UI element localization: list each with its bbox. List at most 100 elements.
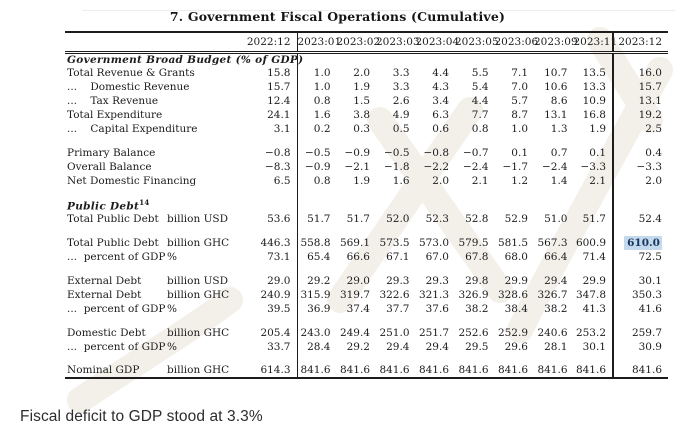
top-divider xyxy=(82,10,675,11)
empty-cell xyxy=(455,198,495,212)
table-row: ... Tax Revenue 12.4 0.8 1.5 2.6 3.4 4.4 5.7 8.6… xyxy=(65,94,668,108)
header-spacer xyxy=(65,32,230,54)
value-cell: 67.8 xyxy=(465,250,489,263)
value-cell: 6.5 xyxy=(230,174,298,188)
value-cell: 29.2 xyxy=(307,274,331,287)
value-cell: −3.3 xyxy=(636,160,663,173)
table-row: ... percent of GDP% 39.5 36.9 37.4 37.7 37.6 3… xyxy=(65,302,668,316)
empty-cell xyxy=(416,226,456,236)
column-header: 2023:12 xyxy=(613,32,668,54)
column-header: 2023:06 xyxy=(494,32,538,54)
value-cell: 51.7 xyxy=(346,212,370,225)
empty-cell xyxy=(337,264,377,274)
value-cell: 0.4 xyxy=(645,146,662,159)
empty-cell xyxy=(534,264,574,274)
value-cell: 567.3 xyxy=(537,236,568,249)
spacer-row xyxy=(65,316,668,326)
empty-cell xyxy=(297,198,337,212)
fiscal-operations-table: 2022:12 2023:01 2023:02 2023:03 2023:04 2023:… xyxy=(65,31,668,379)
empty-cell xyxy=(534,226,574,236)
value-cell: 41.6 xyxy=(638,302,662,315)
value-cell: 19.2 xyxy=(638,108,662,121)
value-cell: 841.6 xyxy=(300,364,331,377)
value-cell: 841.6 xyxy=(339,364,370,377)
column-header: 2023:01 xyxy=(297,32,341,54)
spacer-row xyxy=(65,264,668,274)
empty-cell xyxy=(337,354,377,364)
value-cell: 52.9 xyxy=(504,212,528,225)
value-cell: 0.2 xyxy=(313,122,331,135)
value-cell: 253.2 xyxy=(573,326,614,340)
spacer-row xyxy=(65,136,668,146)
value-cell: 67.0 xyxy=(425,250,449,263)
row-label: Overall Balance xyxy=(67,160,152,173)
value-cell: 1.0 xyxy=(313,80,331,93)
column-header: 2023:09 xyxy=(534,32,578,54)
table-row: Total Expenditure 24.1 1.6 3.8 4.9 6.3 7.7 8.7 1… xyxy=(65,108,668,122)
value-cell: 12.4 xyxy=(230,94,298,108)
empty-cell xyxy=(297,264,337,274)
value-cell: 240.6 xyxy=(537,326,568,339)
value-cell: 569.1 xyxy=(339,236,370,249)
empty-cell xyxy=(297,188,337,198)
empty-cell xyxy=(573,188,614,198)
value-cell: 326.9 xyxy=(458,288,489,301)
empty-cell xyxy=(613,354,668,364)
value-cell: 36.9 xyxy=(307,302,331,315)
value-cell: 319.7 xyxy=(339,288,370,301)
empty-cell xyxy=(495,198,535,212)
empty-cell xyxy=(534,198,574,212)
value-cell: −0.7 xyxy=(463,146,489,159)
value-cell: 3.3 xyxy=(392,66,410,79)
value-cell: 841.6 xyxy=(537,364,568,377)
value-cell: 1.9 xyxy=(573,122,614,136)
empty-cell xyxy=(376,136,416,146)
value-cell: 328.6 xyxy=(497,288,528,301)
row-label: ... percent of GDP xyxy=(67,340,166,353)
empty-cell xyxy=(455,264,495,274)
empty-cell xyxy=(230,316,298,326)
empty-cell xyxy=(573,316,614,326)
empty-cell xyxy=(573,226,614,236)
empty-cell xyxy=(573,136,614,146)
value-cell: 51.7 xyxy=(307,212,331,225)
value-cell: 29.5 xyxy=(465,340,489,353)
value-cell: 1.0 xyxy=(511,122,528,135)
value-cell: 1.3 xyxy=(550,122,568,135)
value-cell: 1.5 xyxy=(353,94,370,107)
empty-cell xyxy=(416,52,456,66)
row-unit: billion GHC xyxy=(167,236,230,249)
spacer-row xyxy=(65,188,668,198)
value-cell: 315.9 xyxy=(300,288,331,301)
row-label: External Debt xyxy=(67,274,142,287)
value-cell: 841.6 xyxy=(418,364,449,377)
value-cell: 6.3 xyxy=(432,108,449,121)
value-cell: 326.7 xyxy=(537,288,568,301)
value-cell: 29.9 xyxy=(504,274,528,287)
value-cell: −0.9 xyxy=(305,160,331,173)
value-cell: 1.0 xyxy=(313,66,331,79)
value-cell: 1.6 xyxy=(313,108,331,121)
value-cell: 24.1 xyxy=(230,108,298,122)
empty-cell xyxy=(230,354,298,364)
empty-cell xyxy=(613,136,668,146)
value-cell: 33.7 xyxy=(230,340,298,354)
value-cell: 41.3 xyxy=(573,302,614,316)
value-cell: 29.6 xyxy=(504,340,528,353)
row-unit xyxy=(167,108,230,122)
table-row: Total Revenue & Grants 15.8 1.0 2.0 3.3 4.4 5.… xyxy=(65,66,668,80)
row-label: ... Capital Expenditure xyxy=(67,122,198,135)
empty-cell xyxy=(376,226,416,236)
value-cell: 4.3 xyxy=(432,80,449,93)
spacer-cell xyxy=(65,264,230,274)
value-cell: 29.3 xyxy=(386,274,410,287)
value-cell: 29.2 xyxy=(346,340,370,353)
spacer-cell xyxy=(65,226,230,236)
value-cell: 39.5 xyxy=(230,302,298,316)
row-label: Total Expenditure xyxy=(67,108,163,121)
spacer-cell xyxy=(65,316,230,326)
table-row: Domestic Debt billion GHC 205.4 243.0 249.4 2… xyxy=(65,326,668,340)
value-cell: 3.8 xyxy=(353,108,370,121)
value-cell: 10.6 xyxy=(544,80,568,93)
empty-cell xyxy=(416,136,456,146)
